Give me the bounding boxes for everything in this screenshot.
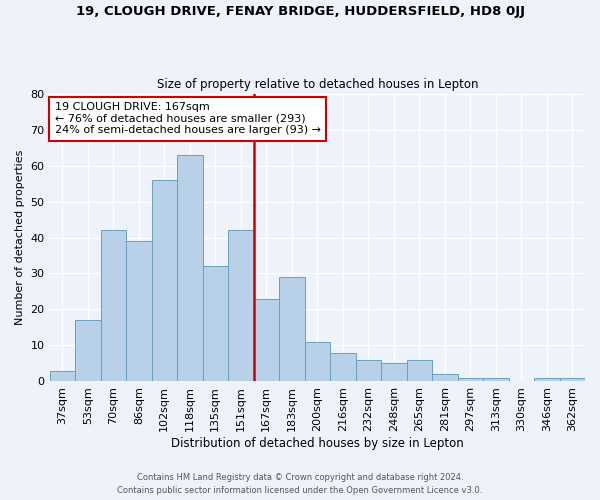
- Title: Size of property relative to detached houses in Lepton: Size of property relative to detached ho…: [157, 78, 478, 91]
- Bar: [356, 360, 381, 382]
- Bar: [305, 342, 330, 382]
- Bar: [101, 230, 126, 382]
- Bar: [560, 378, 585, 382]
- Bar: [483, 378, 509, 382]
- Bar: [330, 352, 356, 382]
- Text: Contains HM Land Registry data © Crown copyright and database right 2024.
Contai: Contains HM Land Registry data © Crown c…: [118, 474, 482, 495]
- Bar: [126, 241, 152, 382]
- Text: 19 CLOUGH DRIVE: 167sqm
← 76% of detached houses are smaller (293)
24% of semi-d: 19 CLOUGH DRIVE: 167sqm ← 76% of detache…: [55, 102, 321, 136]
- Bar: [228, 230, 254, 382]
- X-axis label: Distribution of detached houses by size in Lepton: Distribution of detached houses by size …: [171, 437, 464, 450]
- Bar: [407, 360, 432, 382]
- Bar: [177, 154, 203, 382]
- Bar: [50, 370, 75, 382]
- Bar: [432, 374, 458, 382]
- Bar: [534, 378, 560, 382]
- Bar: [203, 266, 228, 382]
- Text: 19, CLOUGH DRIVE, FENAY BRIDGE, HUDDERSFIELD, HD8 0JJ: 19, CLOUGH DRIVE, FENAY BRIDGE, HUDDERSF…: [76, 5, 524, 18]
- Bar: [381, 364, 407, 382]
- Y-axis label: Number of detached properties: Number of detached properties: [15, 150, 25, 325]
- Bar: [279, 277, 305, 382]
- Bar: [75, 320, 101, 382]
- Bar: [152, 180, 177, 382]
- Bar: [254, 298, 279, 382]
- Bar: [458, 378, 483, 382]
